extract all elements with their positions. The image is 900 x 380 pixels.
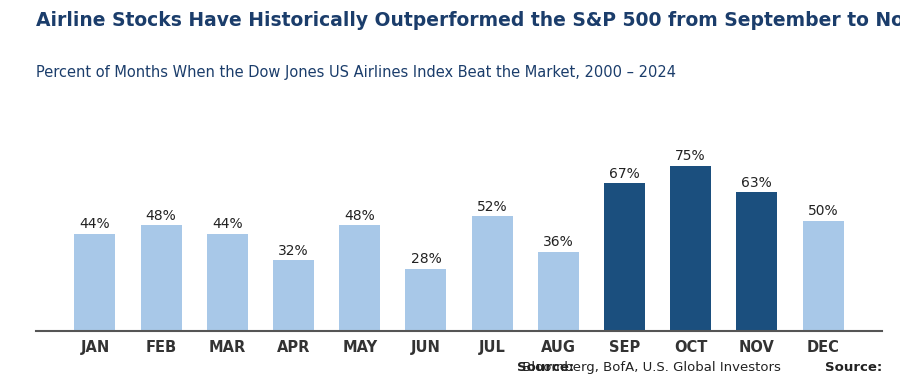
- Bar: [604, 184, 645, 331]
- Bar: [405, 269, 446, 331]
- Bar: [339, 225, 380, 331]
- Text: Percent of Months When the Dow Jones US Airlines Index Beat the Market, 2000 – 2: Percent of Months When the Dow Jones US …: [36, 65, 676, 79]
- Text: Source:: Source:: [518, 361, 575, 374]
- Bar: [140, 225, 182, 331]
- Text: 75%: 75%: [675, 149, 706, 163]
- Text: 63%: 63%: [742, 176, 772, 190]
- Bar: [75, 234, 115, 331]
- Text: 44%: 44%: [212, 217, 243, 231]
- Text: 48%: 48%: [146, 209, 176, 223]
- Text: 52%: 52%: [477, 200, 508, 214]
- Text: 48%: 48%: [345, 209, 375, 223]
- Bar: [670, 166, 711, 331]
- Text: 36%: 36%: [543, 235, 573, 249]
- Bar: [273, 260, 314, 331]
- Text: 50%: 50%: [807, 204, 838, 218]
- Text: Bloomberg, BofA, U.S. Global Investors: Bloomberg, BofA, U.S. Global Investors: [518, 361, 780, 374]
- Bar: [736, 192, 778, 331]
- Text: Airline Stocks Have Historically Outperformed the S&P 500 from September to Nove: Airline Stocks Have Historically Outperf…: [36, 11, 900, 30]
- Text: 32%: 32%: [278, 244, 309, 258]
- Bar: [803, 221, 843, 331]
- Bar: [207, 234, 248, 331]
- Text: 44%: 44%: [80, 217, 111, 231]
- Text: 67%: 67%: [609, 167, 640, 181]
- Text: 28%: 28%: [410, 252, 441, 266]
- Bar: [538, 252, 579, 331]
- Bar: [472, 217, 513, 331]
- Text: Source:: Source:: [824, 361, 882, 374]
